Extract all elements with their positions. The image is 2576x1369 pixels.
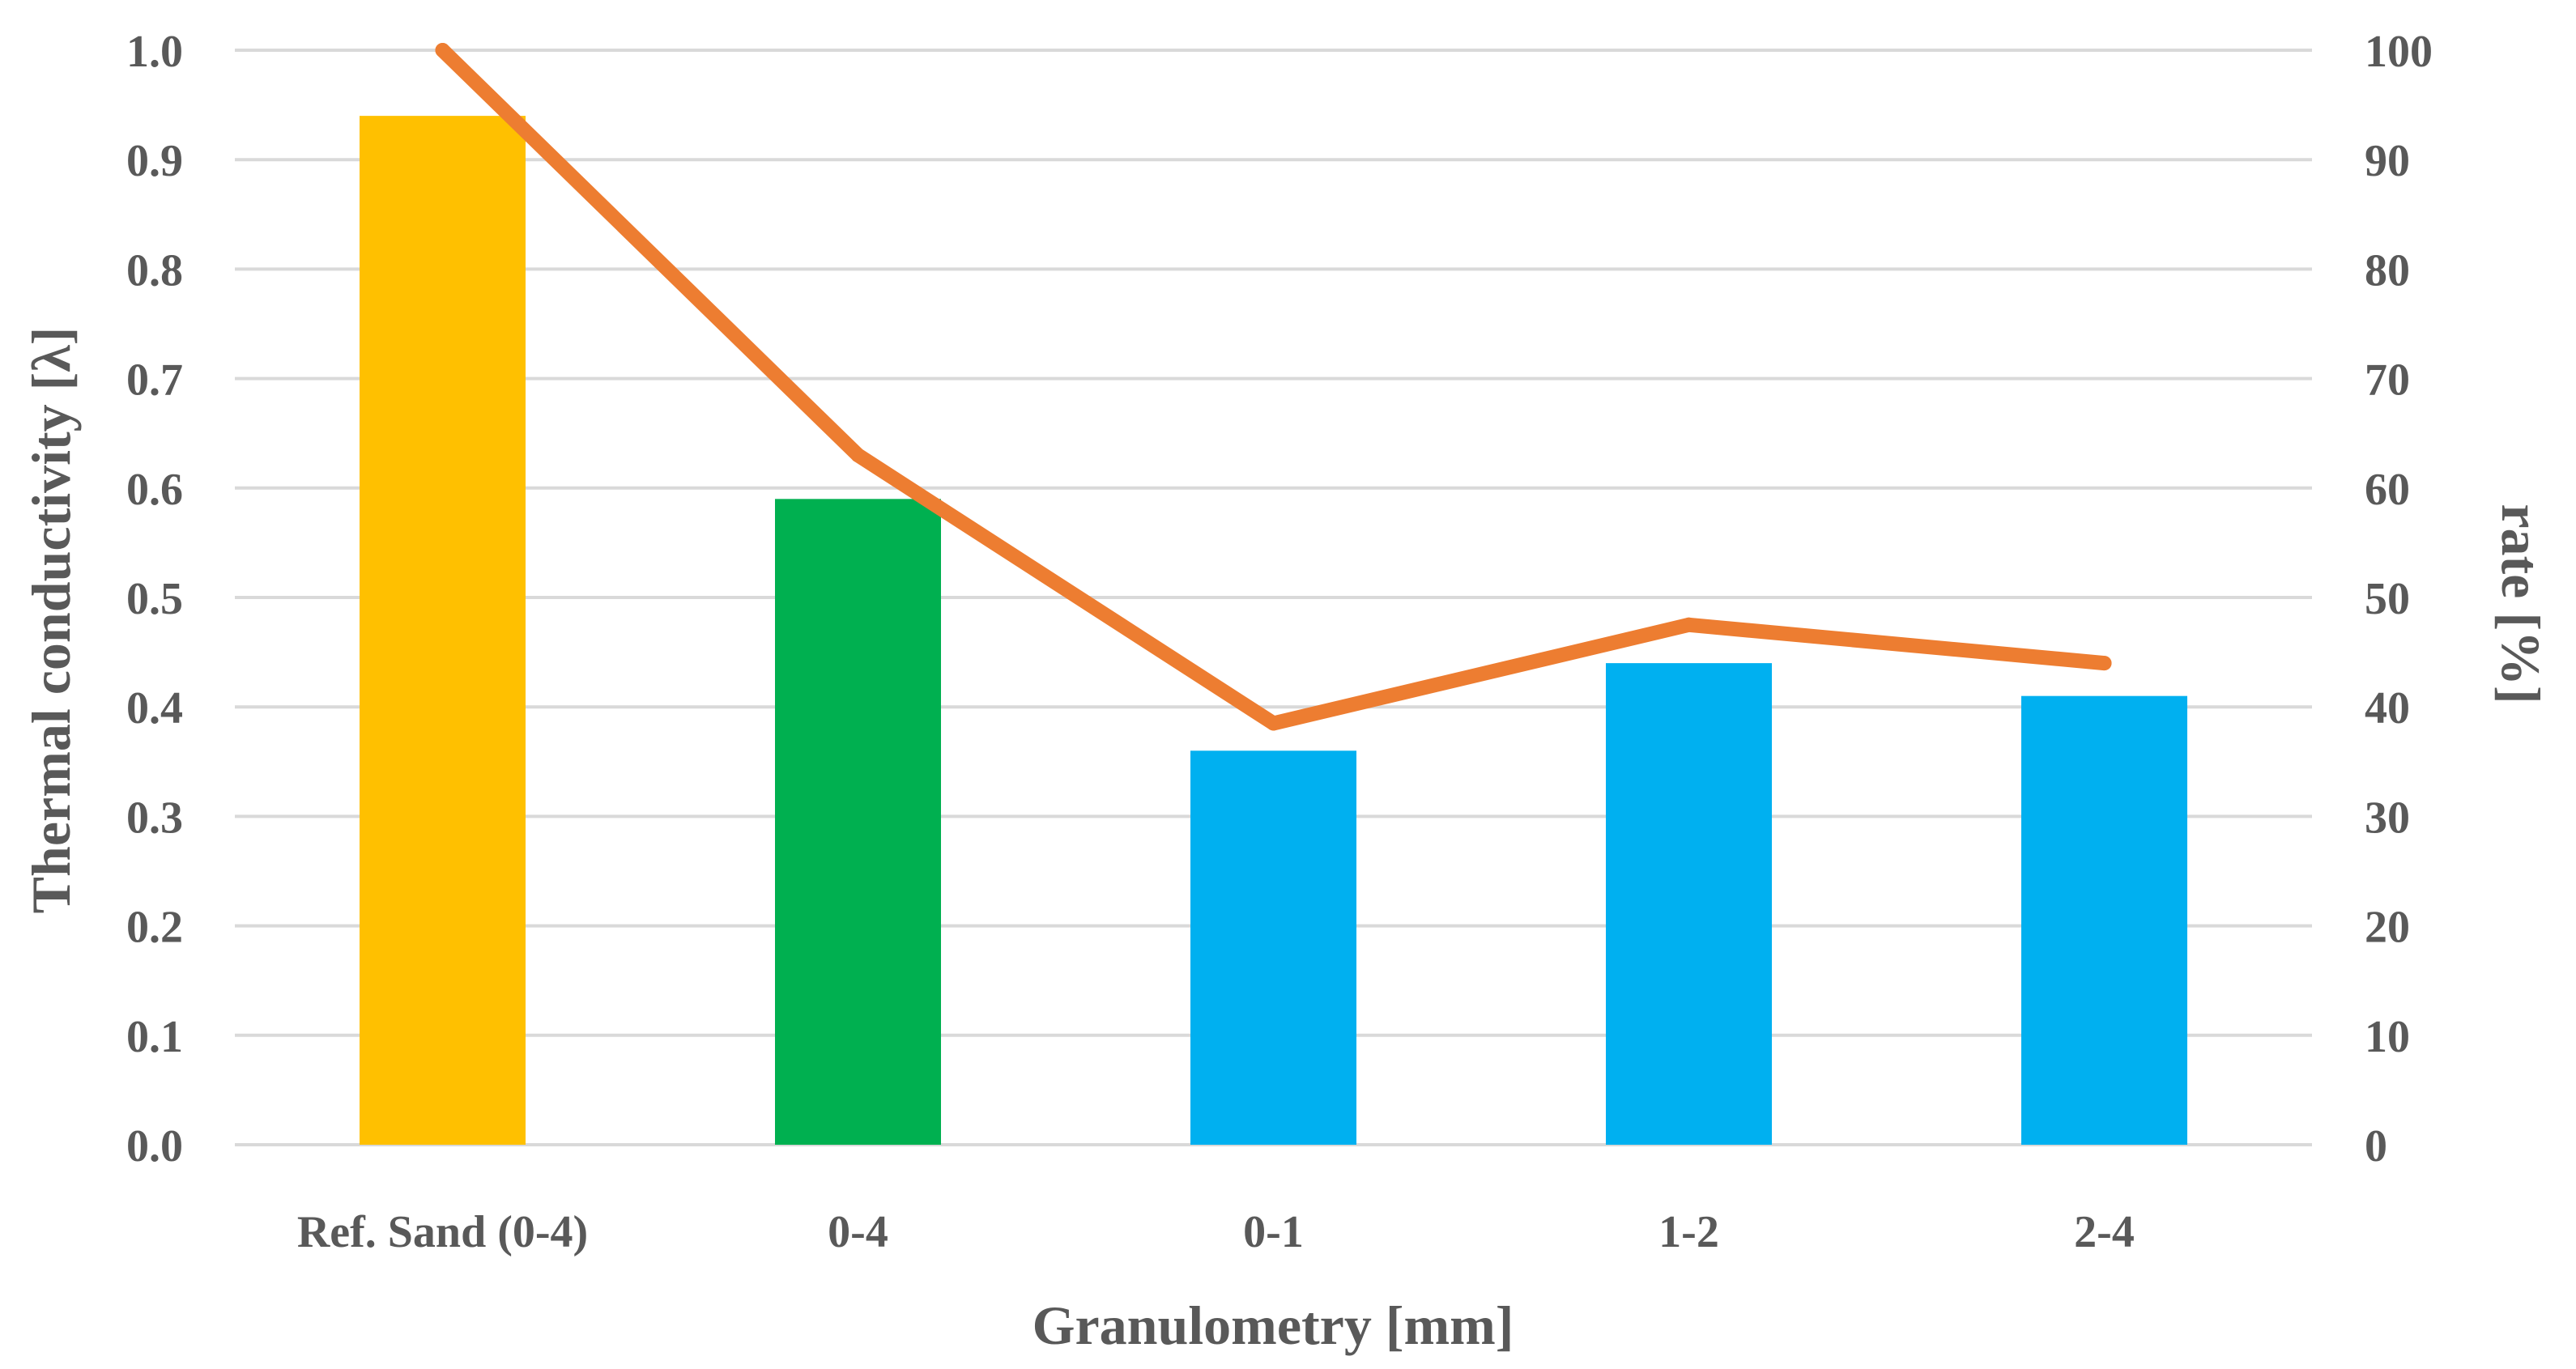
- right-tick-label: 70: [2365, 355, 2410, 406]
- rate-point: [2097, 656, 2112, 671]
- x-axis-title: Granulometry [mm]: [1033, 1295, 1514, 1356]
- left-axis-ticks: 0.0 0.1 0.2 0.3 0.4 0.5 0.6 0.7 0.8 0.9 1.0: [126, 27, 183, 1171]
- left-tick-label: 0.7: [126, 355, 183, 406]
- right-tick-label: 40: [2365, 683, 2410, 733]
- right-tick-label: 20: [2365, 903, 2410, 953]
- x-tick-label: 2-4: [2074, 1207, 2135, 1257]
- right-tick-label: 80: [2365, 245, 2410, 295]
- left-tick-label: 1.0: [126, 27, 183, 77]
- left-tick-label: 0.1: [126, 1012, 183, 1062]
- gridlines: [235, 49, 2312, 1146]
- right-tick-label: 0: [2365, 1121, 2387, 1171]
- x-tick-label: 1-2: [1658, 1207, 1719, 1257]
- left-tick-label: 0.9: [126, 136, 183, 186]
- bar-2: [1190, 750, 1356, 1145]
- right-tick-label: 60: [2365, 465, 2410, 515]
- bar-0: [360, 116, 526, 1145]
- left-tick-label: 0.0: [126, 1121, 183, 1171]
- right-tick-label: 50: [2365, 574, 2410, 624]
- left-tick-label: 0.4: [126, 683, 183, 733]
- right-tick-label: 90: [2365, 136, 2410, 186]
- rate-point: [1681, 617, 1697, 632]
- rate-point: [850, 448, 866, 463]
- right-tick-label: 100: [2365, 27, 2433, 77]
- line-series: [435, 43, 2112, 731]
- bar-1: [775, 499, 941, 1145]
- right-tick-label: 30: [2365, 793, 2410, 843]
- left-axis-title: Thermal conductivity [λ]: [20, 327, 82, 914]
- rate-point: [1266, 716, 1281, 731]
- x-tick-label: Ref. Sand (0-4): [297, 1207, 588, 1257]
- right-axis-title: rate [%]: [2490, 504, 2552, 704]
- bar-4: [2021, 695, 2187, 1145]
- rate-point: [435, 43, 450, 57]
- x-tick-label: 0-1: [1243, 1207, 1304, 1257]
- bar-series: [360, 116, 2187, 1145]
- left-tick-label: 0.3: [126, 793, 183, 843]
- rate-line: [435, 43, 2112, 731]
- left-tick-label: 0.6: [126, 465, 183, 515]
- left-tick-label: 0.5: [126, 574, 183, 624]
- left-tick-label: 0.2: [126, 903, 183, 953]
- right-axis-ticks: 0 10 20 30 40 50 60 70 80 90 100: [2365, 27, 2433, 1171]
- right-tick-label: 10: [2365, 1012, 2410, 1062]
- x-tick-label: 0-4: [828, 1207, 888, 1257]
- bar-3: [1606, 663, 1772, 1145]
- left-tick-label: 0.8: [126, 245, 183, 295]
- x-axis-ticks: Ref. Sand (0-4) 0-4 0-1 1-2 2-4: [297, 1207, 2135, 1257]
